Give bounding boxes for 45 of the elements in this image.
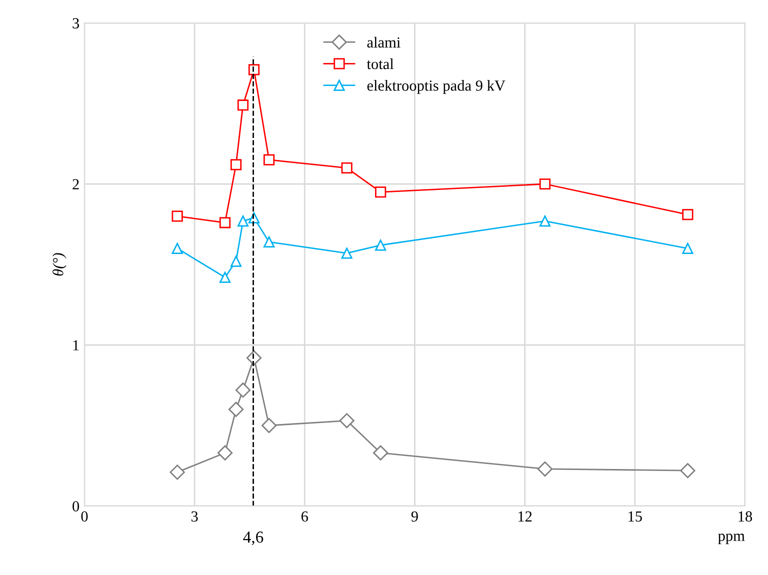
point bbox=[682, 242, 694, 254]
y-tick-label: 3 bbox=[72, 18, 80, 28]
legend-label: alami bbox=[367, 36, 400, 48]
point bbox=[341, 248, 352, 259]
point bbox=[248, 64, 260, 76]
point bbox=[237, 215, 249, 227]
point bbox=[341, 162, 352, 174]
point bbox=[375, 186, 386, 198]
point bbox=[339, 413, 354, 428]
ref-line-label: 4,6 bbox=[243, 532, 264, 546]
x-tick-label: 6 bbox=[301, 511, 308, 522]
x-tick-label: 12 bbox=[518, 511, 532, 522]
point bbox=[219, 272, 231, 283]
point bbox=[219, 217, 231, 228]
x-tick-label: 15 bbox=[628, 511, 642, 522]
y-tick-label: 0 bbox=[72, 501, 80, 512]
point bbox=[230, 256, 242, 267]
point bbox=[539, 178, 551, 190]
legend-label: elektrooptis pada 9 kV bbox=[367, 80, 506, 94]
point bbox=[680, 463, 696, 478]
point bbox=[263, 236, 275, 248]
point bbox=[217, 445, 233, 460]
point bbox=[230, 159, 242, 170]
point bbox=[228, 402, 244, 417]
point bbox=[539, 215, 551, 227]
point bbox=[235, 382, 251, 398]
point bbox=[172, 242, 183, 254]
point bbox=[682, 209, 694, 220]
point bbox=[261, 418, 277, 434]
x-axis-title: ppm bbox=[718, 534, 745, 544]
x-tick-label: 18 bbox=[738, 511, 752, 522]
point bbox=[170, 464, 185, 480]
point bbox=[375, 240, 386, 251]
x-tick-label: 0 bbox=[81, 511, 88, 522]
point bbox=[263, 154, 275, 166]
point bbox=[237, 100, 249, 111]
legend-label: total bbox=[366, 58, 394, 70]
x-tick-label: 9 bbox=[411, 511, 418, 522]
x-tick-label: 3 bbox=[191, 511, 198, 522]
point bbox=[373, 445, 388, 460]
point bbox=[537, 461, 553, 477]
y-tick-label: 2 bbox=[72, 179, 79, 190]
point bbox=[172, 210, 183, 222]
y-axis-title: θ(°) bbox=[52, 253, 66, 276]
y-tick-label: 1 bbox=[73, 340, 79, 350]
